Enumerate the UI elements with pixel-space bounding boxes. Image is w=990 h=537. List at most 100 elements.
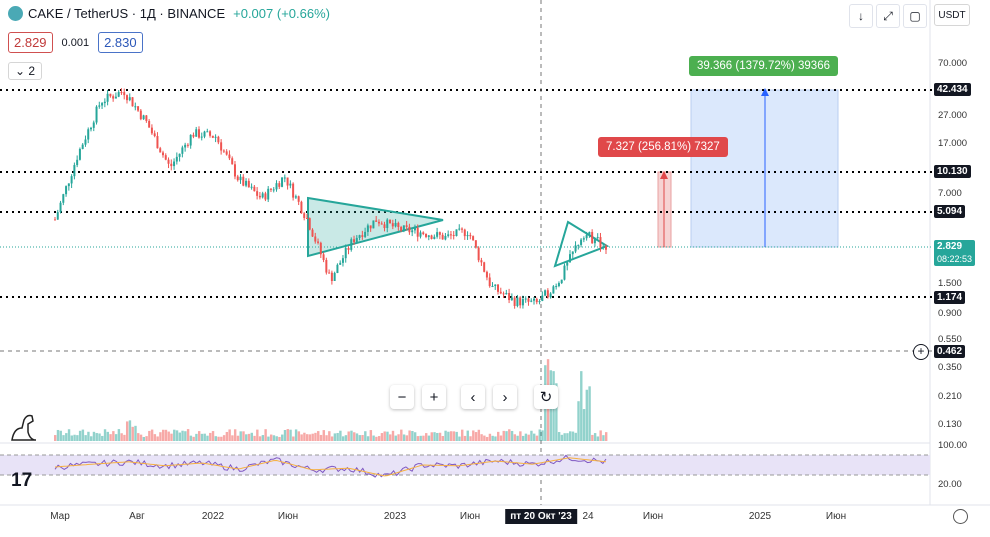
fullscreen-icon[interactable]: ⤢ [876, 4, 900, 28]
candle [469, 235, 472, 237]
volume-bar [103, 429, 107, 441]
volume-bar [84, 435, 87, 441]
candle [297, 196, 300, 202]
candle [339, 262, 342, 265]
candle [538, 300, 541, 303]
price-axis-label: 7.000 [938, 188, 962, 199]
candle [123, 92, 126, 96]
candle [92, 122, 95, 128]
volume-bar [322, 430, 325, 441]
candle [596, 237, 599, 239]
candle [173, 161, 176, 167]
triangle-pattern-2[interactable] [553, 220, 610, 268]
sell-price-button[interactable]: 2.829 [8, 32, 53, 53]
volume-bar [134, 425, 137, 441]
candle [242, 176, 245, 186]
volume-bar [577, 401, 580, 441]
volume-bar [242, 431, 245, 441]
buy-price-button[interactable]: 2.830 [98, 32, 143, 53]
candle [400, 227, 403, 231]
candle [67, 183, 70, 187]
candle [164, 155, 167, 160]
volume-bar [582, 409, 586, 441]
candle [333, 272, 336, 282]
volume-bar [98, 433, 101, 441]
candle [488, 277, 491, 287]
candle [375, 220, 378, 222]
volume-bar [397, 434, 400, 441]
indicator-toggle[interactable]: ⌄ 2 [8, 62, 43, 80]
candles [54, 88, 607, 309]
add-icon[interactable]: + [913, 344, 929, 360]
candle [139, 110, 142, 120]
candle [527, 298, 530, 302]
volume-bar [391, 430, 395, 441]
candle [563, 265, 566, 280]
volume-bar [209, 432, 212, 441]
volume-bar [59, 430, 62, 441]
volume-bar [566, 433, 569, 441]
candle [106, 93, 109, 102]
candle [494, 284, 497, 286]
camera-icon[interactable]: ▢ [903, 4, 927, 28]
volume-bar [117, 429, 121, 441]
price-axis-label: 0.900 [938, 308, 962, 319]
volume-bar [297, 431, 301, 441]
settings-icon[interactable] [953, 509, 968, 524]
volume-bar [281, 434, 284, 441]
candle [225, 151, 228, 155]
volume-bar [571, 431, 575, 441]
candle [582, 238, 585, 240]
scroll-right-icon[interactable]: › [493, 385, 517, 409]
scroll-left-icon[interactable]: ‹ [461, 385, 485, 409]
candle [137, 106, 140, 111]
candle [114, 96, 117, 99]
down-arrow-icon[interactable]: ↓ [849, 4, 873, 28]
candle [192, 134, 195, 137]
volume-bar [305, 434, 309, 441]
candle [605, 246, 607, 250]
volume-bar [344, 435, 348, 441]
candle [425, 234, 428, 237]
zoom-out-icon[interactable]: − [390, 385, 414, 409]
candle [458, 228, 461, 230]
candle [502, 293, 505, 295]
candle [76, 159, 79, 166]
volume-bar [256, 429, 259, 441]
volume-bar [197, 431, 201, 441]
volume-bar [78, 430, 82, 441]
candle [483, 262, 486, 272]
volume-bar [317, 431, 320, 441]
volume-bar [447, 431, 450, 441]
volume-bar [195, 433, 198, 441]
symbol-title[interactable]: CAKE / TetherUS · 1Д · BINANCE [28, 6, 226, 21]
currency-button[interactable]: USDT [934, 4, 970, 26]
zoom-in-icon[interactable]: + [422, 385, 446, 409]
candle [364, 231, 367, 237]
candle [264, 193, 267, 200]
volume-bar [580, 371, 583, 441]
candle [150, 127, 153, 134]
candle [430, 235, 433, 240]
volume-bar [178, 432, 181, 441]
triangle-pattern-1[interactable] [307, 196, 444, 258]
candle [541, 295, 544, 301]
volume-bar [483, 435, 486, 441]
volume-bar [339, 430, 342, 441]
candle [214, 136, 217, 138]
candle [593, 237, 596, 244]
volume-bar [425, 433, 428, 441]
candle [70, 176, 73, 184]
candle [161, 152, 164, 156]
candle [289, 183, 292, 186]
reset-icon[interactable]: ↻ [534, 385, 558, 409]
volume-bar [272, 435, 276, 441]
candle [336, 264, 339, 273]
candle [510, 297, 513, 301]
volume-bar [524, 433, 528, 441]
rsi-axis-label: 100.00 [938, 440, 968, 451]
candle [167, 159, 170, 164]
dino-icon [11, 414, 37, 441]
price-row: 2.829 0.001 2.830 [8, 32, 143, 53]
